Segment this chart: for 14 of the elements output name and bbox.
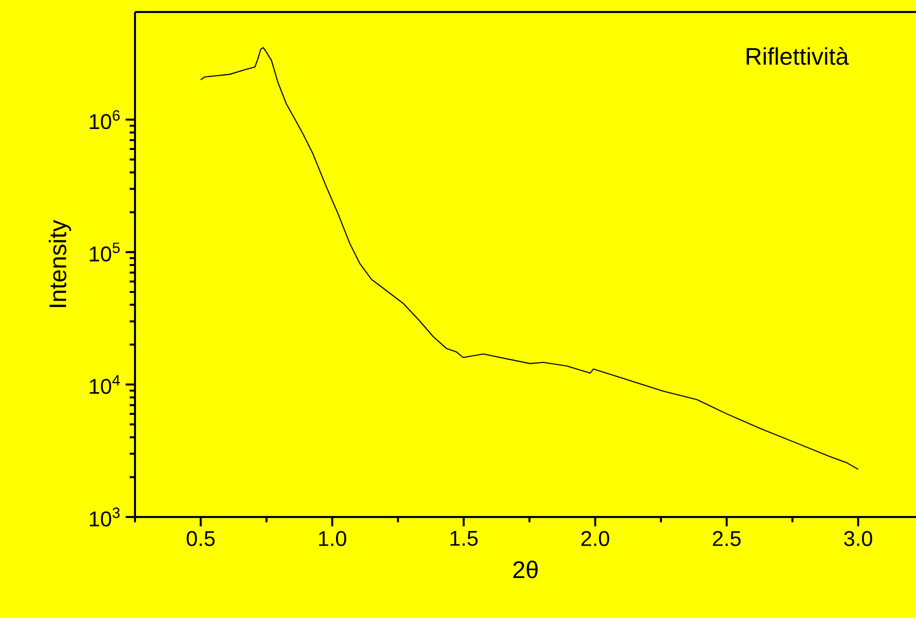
- x-tick-label: 2.0: [581, 531, 610, 546]
- x-tick-label: 1.0: [319, 531, 346, 546]
- annotation: Riflettività: [746, 47, 849, 65]
- x-axis-title: 2θ: [513, 560, 538, 578]
- x-tick-label: 3.0: [844, 531, 872, 546]
- x-tick-label: 0.5: [186, 531, 215, 546]
- y-tick-label: 10$^{4}$: [90, 375, 120, 394]
- y-tick-label: 10$^{3}$: [90, 507, 120, 526]
- y-tick-label: 10$^{5}$: [90, 242, 120, 262]
- x-tick-label: 2.5: [712, 531, 741, 546]
- y-axis-title: Intensity: [48, 220, 72, 307]
- x-tick-label: 1.5: [450, 531, 478, 546]
- y-tick-label: 10$^{6}$: [90, 110, 120, 130]
- line-series: [200, 47, 859, 470]
